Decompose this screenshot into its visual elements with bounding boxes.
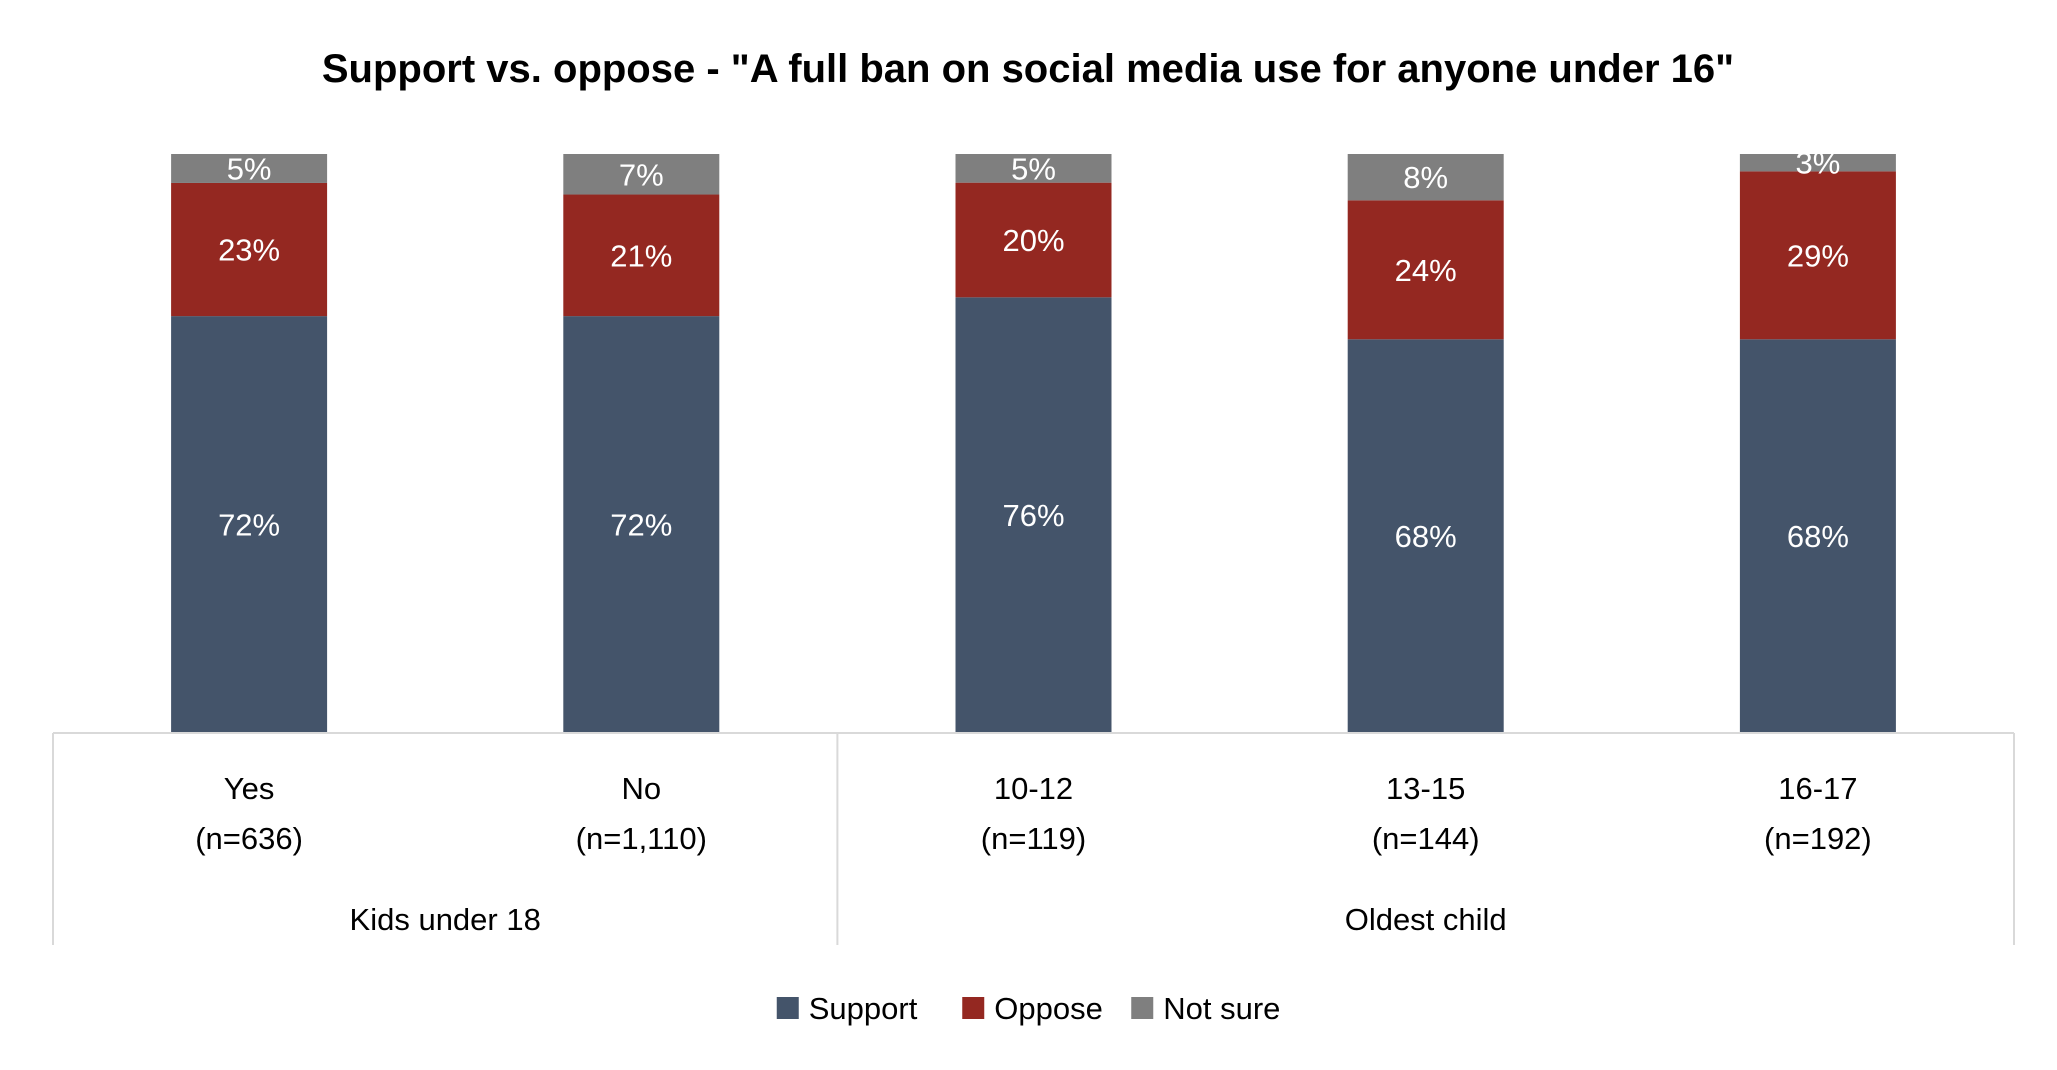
- category-n-label: (n=144): [1372, 821, 1480, 856]
- data-label: 20%: [1002, 223, 1064, 258]
- data-label: 7%: [619, 157, 664, 192]
- data-label: 76%: [1002, 498, 1064, 533]
- category-n-label: (n=119): [981, 821, 1086, 856]
- category-axis: Yes (n=636) No (n=1,110) 10-12 (n=119) 13-15 (n…: [52, 732, 2015, 945]
- chart-title: Support vs. oppose - "A full ban on soci…: [322, 47, 1734, 91]
- bar-oppose: [563, 194, 720, 317]
- bar-not-sure: [955, 154, 1112, 183]
- group-label: Kids under 18: [350, 902, 541, 937]
- legend-label: Oppose: [994, 991, 1103, 1026]
- bar-oppose: [1739, 171, 1896, 340]
- data-label: 72%: [610, 508, 672, 543]
- bar-oppose: [171, 182, 328, 317]
- bar-support: [1347, 339, 1504, 733]
- legend-label: Not sure: [1163, 991, 1280, 1026]
- bar-not-sure: [171, 154, 328, 183]
- bar-oppose: [1347, 200, 1504, 340]
- bar-not-sure: [1347, 154, 1504, 201]
- category-n-label: (n=192): [1764, 821, 1872, 856]
- bar-support: [1739, 339, 1896, 733]
- data-label: 29%: [1787, 238, 1849, 273]
- category-label: Yes: [224, 771, 275, 806]
- data-label: 23%: [218, 233, 280, 268]
- data-label: 3%: [1795, 146, 1840, 181]
- category-label: 13-15: [1386, 771, 1465, 806]
- data-label: 8%: [1403, 160, 1448, 195]
- category-n-label: (n=1,110): [576, 821, 707, 856]
- bar-support: [955, 297, 1112, 733]
- bar-support: [563, 316, 720, 733]
- bar-oppose: [955, 182, 1112, 298]
- bars-layer: 72% 23% 5% 72% 21% 7% 76% 20% 5% 68% 24% 8% 68% 29% 3%: [171, 146, 1896, 733]
- legend: Support Oppose Not sure: [776, 991, 1280, 1026]
- data-label: 5%: [227, 151, 272, 186]
- bar-not-sure: [563, 154, 720, 195]
- category-label: 10-12: [994, 771, 1073, 806]
- data-label: 72%: [218, 508, 280, 543]
- legend-swatch: [1131, 997, 1154, 1019]
- bar-support: [171, 316, 328, 733]
- category-label: 16-17: [1778, 771, 1857, 806]
- legend-swatch: [962, 997, 985, 1019]
- legend-label: Support: [809, 991, 918, 1026]
- category-n-label: (n=636): [195, 821, 303, 856]
- data-label: 5%: [1011, 151, 1056, 186]
- group-label: Oldest child: [1345, 902, 1507, 937]
- legend-swatch: [776, 997, 799, 1019]
- category-label: No: [621, 771, 661, 806]
- data-label: 68%: [1395, 519, 1457, 554]
- data-label: 68%: [1787, 519, 1849, 554]
- data-label: 21%: [610, 238, 672, 273]
- bar-not-sure: [1739, 154, 1896, 172]
- data-label: 24%: [1395, 253, 1457, 288]
